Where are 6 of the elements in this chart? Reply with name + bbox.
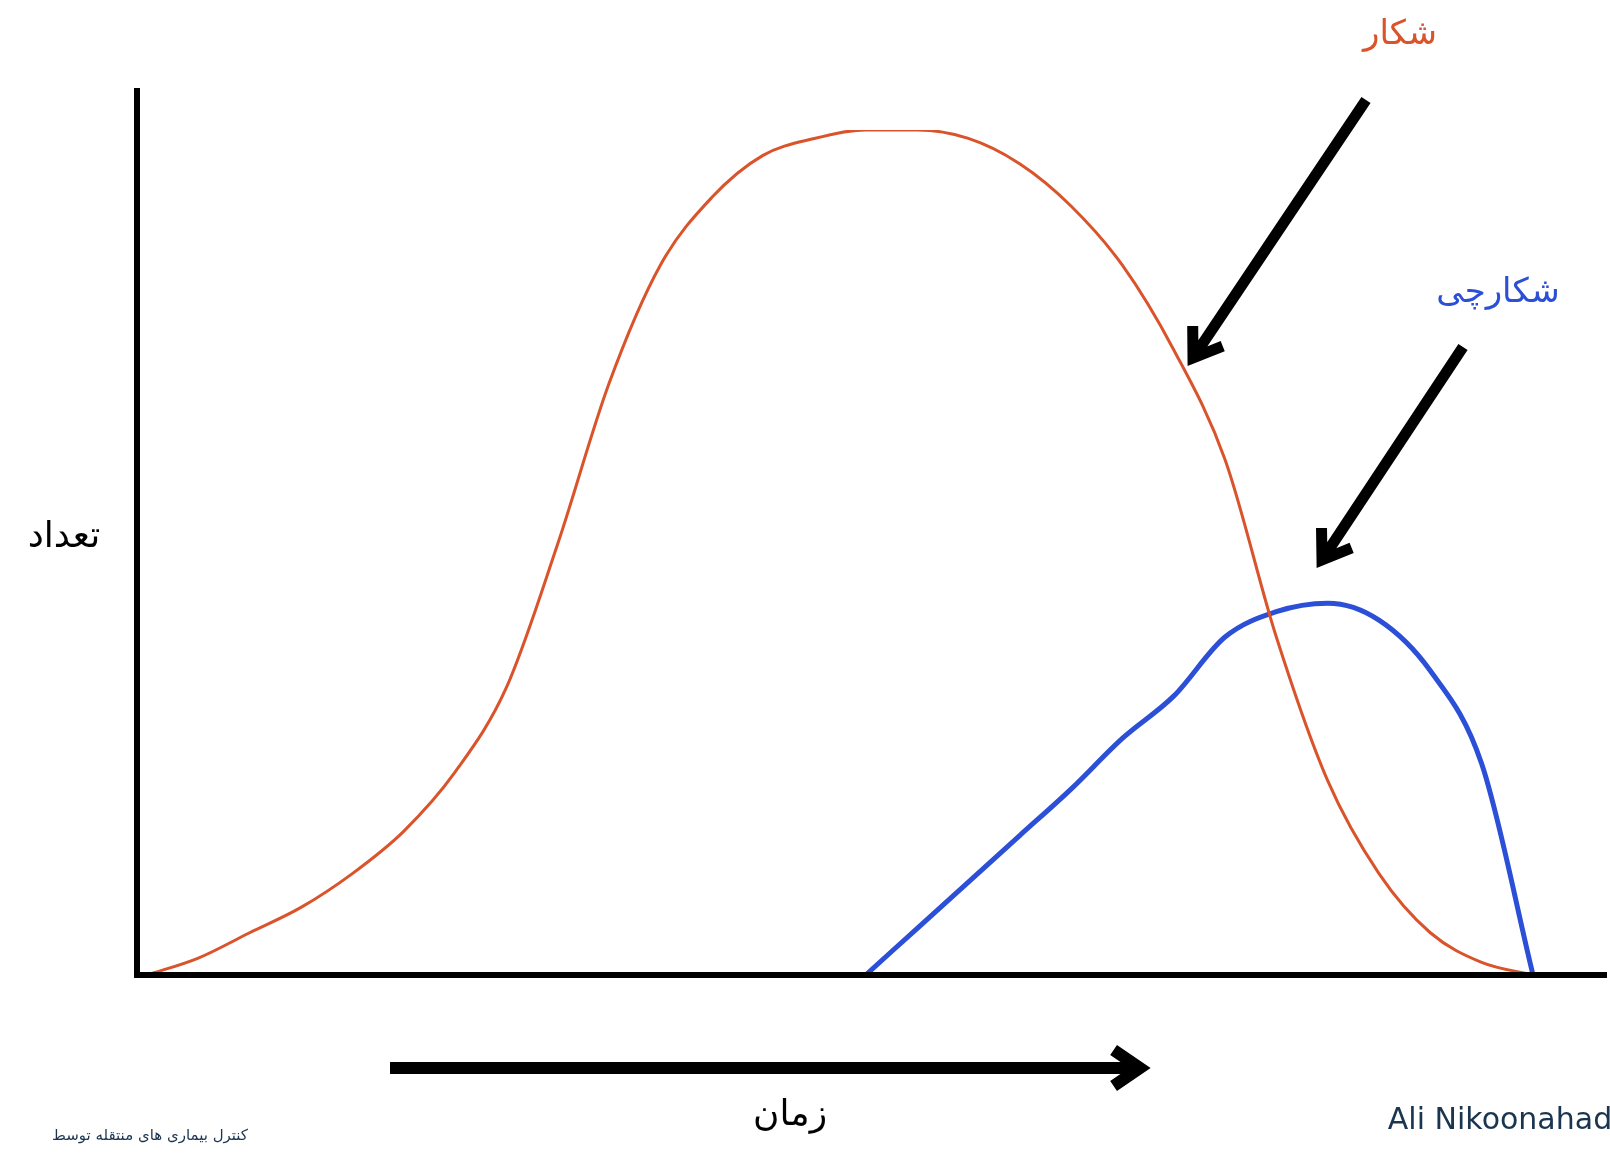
x-axis-title: زمان bbox=[752, 1091, 828, 1133]
text: Ali Nikoonahad bbox=[1387, 1100, 1610, 1136]
text: شکار bbox=[1362, 12, 1438, 52]
y-axis-title: تعداد bbox=[27, 513, 101, 555]
text: شکارچی bbox=[1436, 270, 1560, 310]
text: کنترل بیماری های منتقله توسط bbox=[51, 1126, 249, 1144]
